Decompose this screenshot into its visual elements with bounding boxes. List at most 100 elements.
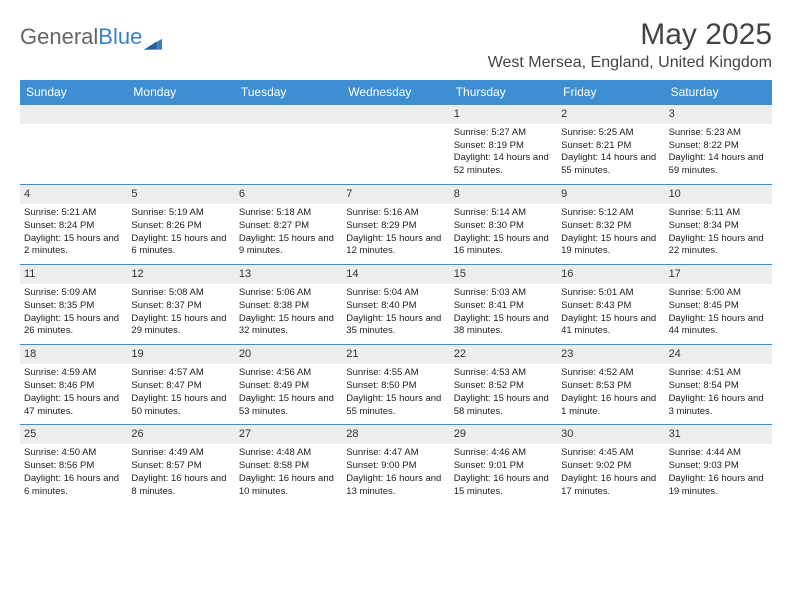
daylight-text: Daylight: 15 hours and 22 minutes. (669, 233, 768, 259)
day-details: Sunrise: 5:18 AMSunset: 8:27 PMDaylight:… (239, 207, 338, 258)
sunrise-text: Sunrise: 4:44 AM (669, 447, 768, 460)
sunset-text: Sunset: 8:45 PM (669, 300, 768, 313)
day-cell: 6Sunrise: 5:18 AMSunset: 8:27 PMDaylight… (235, 185, 342, 264)
title-block: May 2025 West Mersea, England, United Ki… (488, 18, 772, 72)
sunrise-text: Sunrise: 5:25 AM (561, 127, 660, 140)
day-details: Sunrise: 5:21 AMSunset: 8:24 PMDaylight:… (24, 207, 123, 258)
day-details: Sunrise: 5:25 AMSunset: 8:21 PMDaylight:… (561, 127, 660, 178)
day-cell (127, 105, 234, 184)
sunset-text: Sunset: 8:49 PM (239, 380, 338, 393)
location-label: West Mersea, England, United Kingdom (488, 54, 772, 72)
day-number: 29 (450, 425, 557, 444)
weekday-label: Saturday (665, 80, 772, 104)
sunset-text: Sunset: 9:01 PM (454, 460, 553, 473)
day-cell (20, 105, 127, 184)
sunset-text: Sunset: 8:53 PM (561, 380, 660, 393)
daylight-text: Daylight: 15 hours and 41 minutes. (561, 313, 660, 339)
day-cell: 28Sunrise: 4:47 AMSunset: 9:00 PMDayligh… (342, 425, 449, 504)
day-cell: 27Sunrise: 4:48 AMSunset: 8:58 PMDayligh… (235, 425, 342, 504)
sunrise-text: Sunrise: 5:21 AM (24, 207, 123, 220)
sunrise-text: Sunrise: 4:45 AM (561, 447, 660, 460)
day-number: 5 (127, 185, 234, 204)
brand-part1: General (20, 24, 98, 50)
sunrise-text: Sunrise: 5:19 AM (131, 207, 230, 220)
sunrise-text: Sunrise: 4:59 AM (24, 367, 123, 380)
day-cell: 20 Sunrise: 4:56 AMSunset: 8:49 PMDayligh… (235, 345, 342, 424)
day-number: 1 (450, 105, 557, 124)
day-number: 13 (235, 265, 342, 284)
day-cell: 2Sunrise: 5:25 AMSunset: 8:21 PMDaylight… (557, 105, 664, 184)
day-number (20, 105, 127, 124)
sunrise-text: Sunrise: 4:53 AM (454, 367, 553, 380)
sunrise-text: Sunrise: 4:57 AM (131, 367, 230, 380)
daylight-text: Daylight: 15 hours and 38 minutes. (454, 313, 553, 339)
day-cell: 23Sunrise: 4:52 AMSunset: 8:53 PMDayligh… (557, 345, 664, 424)
sunrise-text: Sunrise: 4:49 AM (131, 447, 230, 460)
day-details: Sunrise: 4:56 AMSunset: 8:49 PMDaylight:… (239, 367, 338, 418)
sunset-text: Sunset: 9:02 PM (561, 460, 660, 473)
sunrise-text: Sunrise: 5:09 AM (24, 287, 123, 300)
brand-logo: GeneralBlue (20, 24, 162, 50)
week-row: 4Sunrise: 5:21 AMSunset: 8:24 PMDaylight… (20, 184, 772, 264)
day-cell (342, 105, 449, 184)
day-number: 17 (665, 265, 772, 284)
day-details: Sunrise: 5:00 AMSunset: 8:45 PMDaylight:… (669, 287, 768, 338)
sunset-text: Sunset: 8:38 PM (239, 300, 338, 313)
sunset-text: Sunset: 8:35 PM (24, 300, 123, 313)
daylight-text: Daylight: 15 hours and 47 minutes. (24, 393, 123, 419)
day-cell: 14Sunrise: 5:04 AMSunset: 8:40 PMDayligh… (342, 265, 449, 344)
sunset-text: Sunset: 8:21 PM (561, 140, 660, 153)
day-cell: 18Sunrise: 4:59 AMSunset: 8:46 PMDayligh… (20, 345, 127, 424)
day-cell: 16Sunrise: 5:01 AMSunset: 8:43 PMDayligh… (557, 265, 664, 344)
day-cell: 8Sunrise: 5:14 AMSunset: 8:30 PMDaylight… (450, 185, 557, 264)
sunset-text: Sunset: 8:22 PM (669, 140, 768, 153)
sunset-text: Sunset: 8:26 PM (131, 220, 230, 233)
day-cell: 7Sunrise: 5:16 AMSunset: 8:29 PMDaylight… (342, 185, 449, 264)
day-cell: 4Sunrise: 5:21 AMSunset: 8:24 PMDaylight… (20, 185, 127, 264)
day-cell: 15Sunrise: 5:03 AMSunset: 8:41 PMDayligh… (450, 265, 557, 344)
sunrise-text: Sunrise: 5:14 AM (454, 207, 553, 220)
day-number: 23 (557, 345, 664, 364)
day-details: Sunrise: 5:23 AMSunset: 8:22 PMDaylight:… (669, 127, 768, 178)
day-number (127, 105, 234, 124)
day-details: Sunrise: 4:51 AMSunset: 8:54 PMDaylight:… (669, 367, 768, 418)
sunrise-text: Sunrise: 5:11 AM (669, 207, 768, 220)
weekday-label: Tuesday (235, 80, 342, 104)
day-details: Sunrise: 4:45 AMSunset: 9:02 PMDaylight:… (561, 447, 660, 498)
day-details: Sunrise: 4:48 AMSunset: 8:58 PMDaylight:… (239, 447, 338, 498)
day-number: 21 (342, 345, 449, 364)
daylight-text: Daylight: 15 hours and 44 minutes. (669, 313, 768, 339)
day-number: 15 (450, 265, 557, 284)
day-cell: 30Sunrise: 4:45 AMSunset: 9:02 PMDayligh… (557, 425, 664, 504)
day-number: 9 (557, 185, 664, 204)
day-details: Sunrise: 4:47 AMSunset: 9:00 PMDaylight:… (346, 447, 445, 498)
sunset-text: Sunset: 8:43 PM (561, 300, 660, 313)
daylight-text: Daylight: 15 hours and 12 minutes. (346, 233, 445, 259)
day-cell: 29Sunrise: 4:46 AMSunset: 9:01 PMDayligh… (450, 425, 557, 504)
daylight-text: Daylight: 14 hours and 59 minutes. (669, 152, 768, 178)
week-row: 11Sunrise: 5:09 AMSunset: 8:35 PMDayligh… (20, 264, 772, 344)
weekday-header: SundayMondayTuesdayWednesdayThursdayFrid… (20, 80, 772, 104)
sunset-text: Sunset: 8:40 PM (346, 300, 445, 313)
day-details: Sunrise: 5:16 AMSunset: 8:29 PMDaylight:… (346, 207, 445, 258)
daylight-text: Daylight: 15 hours and 58 minutes. (454, 393, 553, 419)
day-cell: 5Sunrise: 5:19 AMSunset: 8:26 PMDaylight… (127, 185, 234, 264)
sunset-text: Sunset: 8:56 PM (24, 460, 123, 473)
daylight-text: Daylight: 15 hours and 35 minutes. (346, 313, 445, 339)
weekday-label: Monday (127, 80, 234, 104)
sunset-text: Sunset: 8:54 PM (669, 380, 768, 393)
week-row: 25Sunrise: 4:50 AMSunset: 8:56 PMDayligh… (20, 424, 772, 504)
day-number: 20 (235, 345, 342, 364)
day-details: Sunrise: 5:06 AMSunset: 8:38 PMDaylight:… (239, 287, 338, 338)
daylight-text: Daylight: 16 hours and 3 minutes. (669, 393, 768, 419)
day-details: Sunrise: 4:53 AMSunset: 8:52 PMDaylight:… (454, 367, 553, 418)
weekday-label: Thursday (450, 80, 557, 104)
sunset-text: Sunset: 9:00 PM (346, 460, 445, 473)
week-row: 1Sunrise: 5:27 AMSunset: 8:19 PMDaylight… (20, 104, 772, 184)
sunrise-text: Sunrise: 5:16 AM (346, 207, 445, 220)
daylight-text: Daylight: 15 hours and 53 minutes. (239, 393, 338, 419)
sunset-text: Sunset: 8:50 PM (346, 380, 445, 393)
sunrise-text: Sunrise: 4:51 AM (669, 367, 768, 380)
sunrise-text: Sunrise: 4:55 AM (346, 367, 445, 380)
header: GeneralBlue May 2025 West Mersea, Englan… (20, 18, 772, 72)
